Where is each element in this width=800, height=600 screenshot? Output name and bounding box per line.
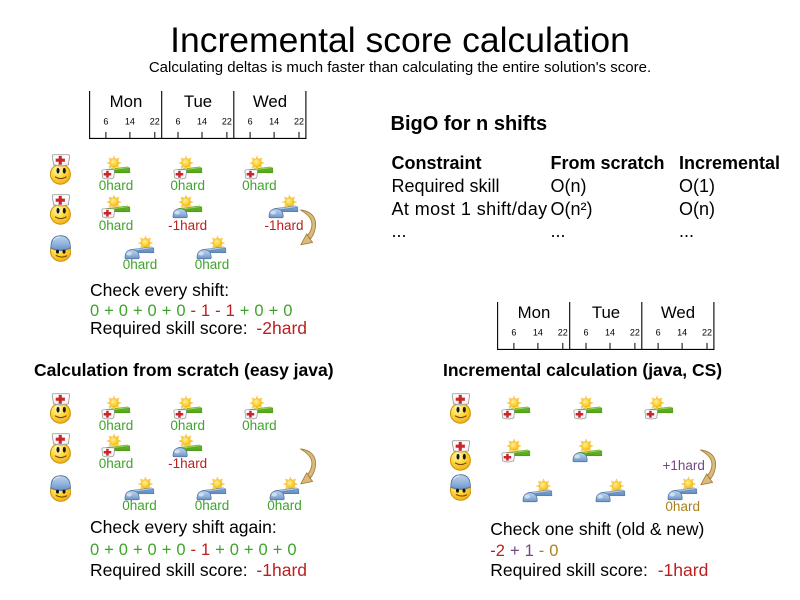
- svg-text:22: 22: [702, 327, 712, 337]
- svg-text:Wed: Wed: [661, 303, 695, 322]
- svg-text:22: 22: [294, 116, 304, 126]
- svg-text:6: 6: [512, 327, 517, 337]
- svg-text:Mon: Mon: [518, 303, 551, 322]
- svg-text:14: 14: [197, 116, 207, 126]
- svg-text:14: 14: [125, 116, 135, 126]
- svg-text:Tue: Tue: [184, 92, 212, 111]
- svg-text:6: 6: [584, 327, 589, 337]
- svg-text:22: 22: [630, 327, 640, 337]
- svg-text:22: 22: [222, 116, 232, 126]
- svg-text:14: 14: [605, 327, 615, 337]
- svg-text:14: 14: [269, 116, 279, 126]
- svg-text:Mon: Mon: [110, 92, 143, 111]
- svg-text:Tue: Tue: [592, 303, 620, 322]
- svg-text:14: 14: [533, 327, 543, 337]
- svg-text:6: 6: [248, 116, 253, 126]
- svg-text:14: 14: [677, 327, 687, 337]
- svg-text:Wed: Wed: [253, 92, 287, 111]
- svg-text:6: 6: [175, 116, 180, 126]
- svg-text:22: 22: [150, 116, 160, 126]
- svg-text:22: 22: [558, 327, 568, 337]
- svg-text:6: 6: [103, 116, 108, 126]
- svg-text:6: 6: [656, 327, 661, 337]
